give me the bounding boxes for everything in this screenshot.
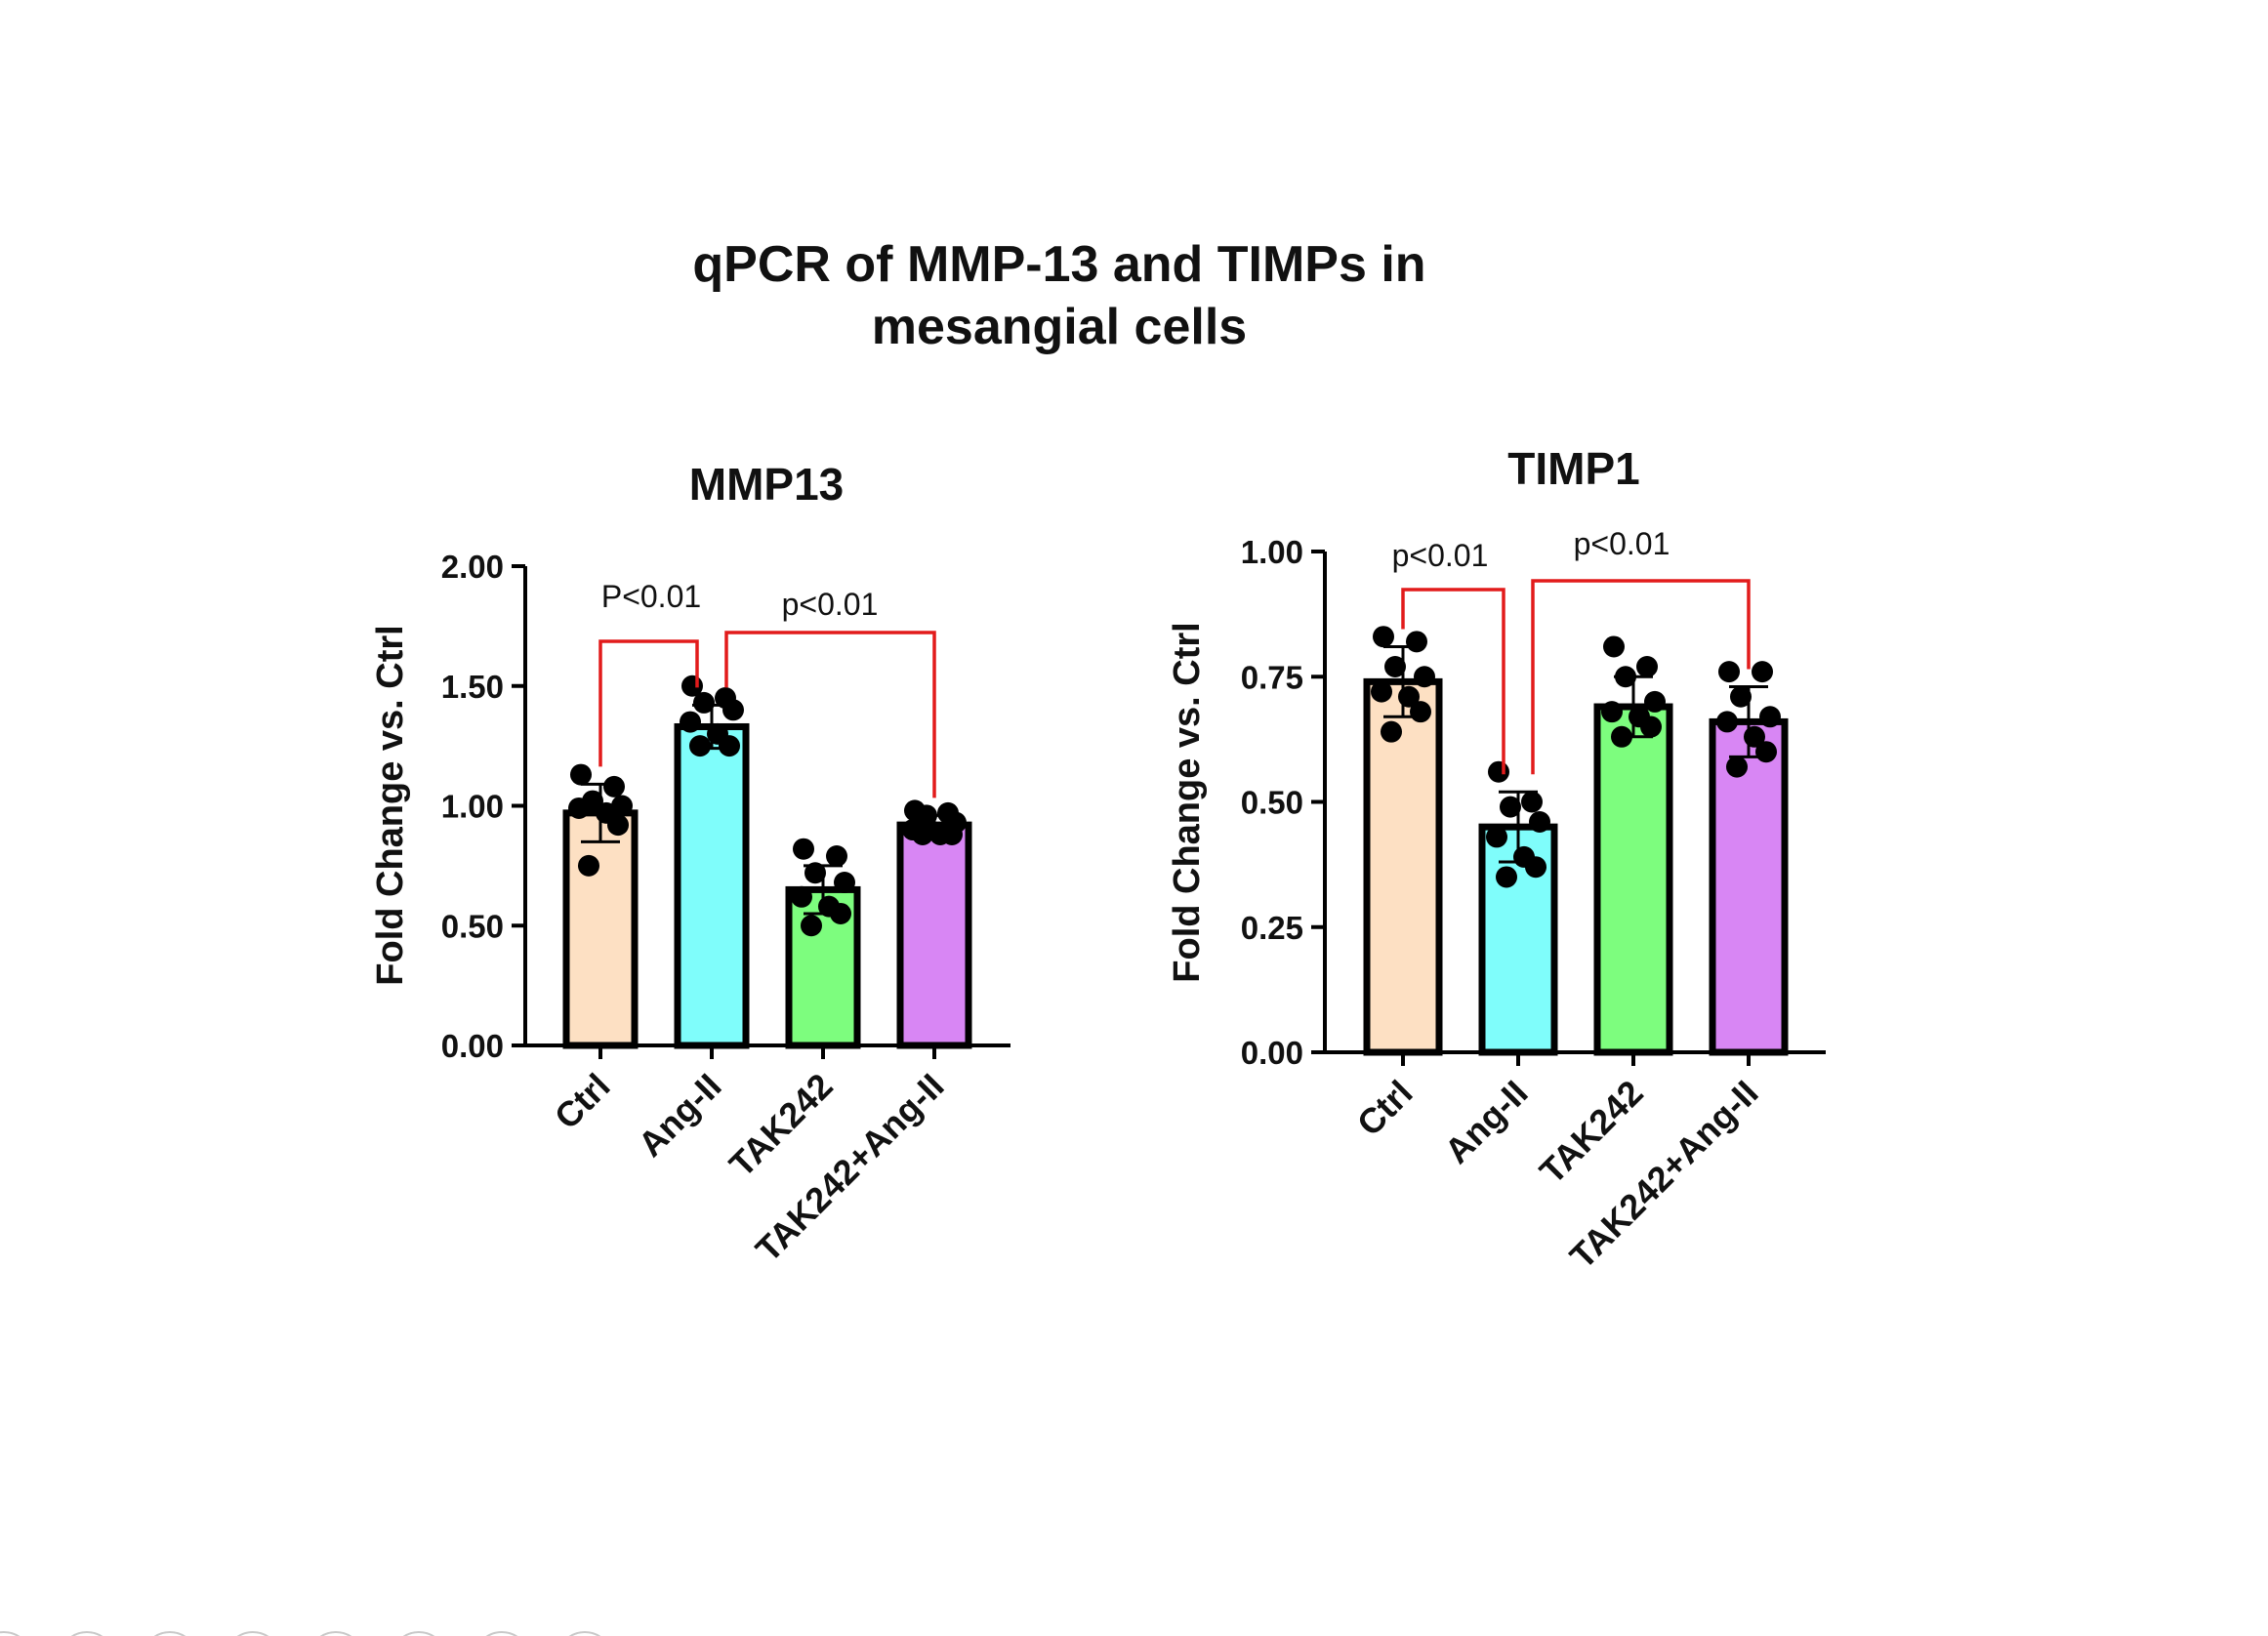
data-point [916,804,937,827]
y-axis-label: Fold Change vs. Ctrl [1167,622,1208,982]
figure-title-line-1: qPCR of MMP-13 and TIMPs in [692,236,1425,293]
nav-dot [402,1631,435,1636]
panel-title: TIMP1 [1507,443,1639,494]
data-point [1601,701,1623,723]
y-tick-label: 0.00 [441,1028,504,1064]
panel-title: MMP13 [689,459,844,510]
bar-ctrl [1363,677,1443,1056]
nav-dot [485,1631,518,1636]
data-point [689,735,711,757]
data-point [1381,720,1402,743]
data-point [607,814,629,837]
data-point [1500,796,1521,818]
data-point [578,854,599,877]
nav-dot [153,1631,186,1636]
data-point [1488,760,1509,783]
data-point [693,691,715,714]
significance-label: p<0.01 [782,587,879,622]
data-point [1496,866,1517,888]
data-point [1755,741,1777,763]
data-point [1414,666,1435,688]
data-point [1718,661,1740,683]
data-point [1373,626,1394,648]
data-point [722,699,744,721]
data-point [568,797,590,819]
data-point [680,711,701,733]
bar-ctrl [562,809,639,1049]
data-point [1521,791,1543,813]
data-point [1529,811,1550,834]
data-point [1406,631,1427,653]
significance-label: P<0.01 [601,579,701,614]
data-point [826,845,847,868]
data-point [1410,701,1431,723]
data-point [1636,655,1658,677]
significance-bracket [724,631,936,798]
x-tick-label: Ang-II [1437,1073,1536,1171]
figure-title-line-2: mesangial cells [872,299,1247,355]
bar-tak242-ang-ii [1709,717,1789,1056]
data-point [719,735,740,757]
data-point [1759,706,1781,728]
data-point [1486,826,1507,848]
data-point [1611,725,1632,748]
data-point [1716,711,1738,733]
data-point [801,915,822,937]
data-point [1603,635,1625,658]
y-tick-label: 0.75 [1241,659,1303,695]
data-point [1752,661,1773,683]
data-point [1525,856,1546,879]
data-point [793,838,814,860]
x-tick-label: Ctrl [547,1066,618,1137]
data-point [1384,655,1406,677]
significance-label: p<0.01 [1574,526,1670,561]
slide-navigation-dots [0,1631,601,1636]
chart-panel-mmp13: MMP13 Fold Change vs. Ctrl 0.00 0.50 1.00 1.5… [370,459,1010,1270]
y-tick-label: 0.50 [441,908,504,944]
chart-panel-timp1: TIMP1 Fold Change vs. Ctrl 0.00 0.25 0.50 0.7… [1167,443,1826,1277]
y-tick-label: 1.00 [1241,534,1303,570]
x-tick-label: Ctrl [1349,1073,1421,1144]
x-tick-label: Ang-II [631,1066,729,1165]
bar-ang-ii [674,722,750,1049]
y-tick-label: 1.00 [441,789,504,825]
bar-tak242-ang-ii [896,821,972,1049]
data-point [791,885,812,908]
nav-dot [236,1631,269,1636]
significance-bracket [598,639,699,767]
data-point [1644,690,1666,713]
nav-dot [319,1631,352,1636]
data-point [1615,666,1636,688]
data-point [834,872,855,894]
x-tick-label: TAK242+Ang-II [748,1066,952,1270]
data-point [570,763,592,786]
data-point [912,823,933,845]
data-point [1398,685,1420,708]
data-point [804,862,826,884]
significance-bracket [1531,579,1751,775]
nav-dot [0,1631,21,1636]
y-tick-label: 0.00 [1241,1035,1303,1071]
data-point [1371,680,1392,703]
nav-dot [568,1631,601,1636]
y-tick-label: 2.00 [441,549,504,585]
data-point [1744,725,1765,748]
y-tick-label: 0.25 [1241,910,1303,946]
significance-bracket [1401,588,1505,775]
y-tick-label: 0.50 [1241,785,1303,821]
data-point [830,902,851,924]
y-axis-label: Fold Change vs. Ctrl [370,625,411,985]
data-point [1730,685,1752,708]
x-tick-label: TAK242 [1532,1073,1651,1192]
significance-label: p<0.01 [1392,538,1489,573]
data-point [1726,756,1748,778]
data-point [1640,716,1662,738]
nav-dot [70,1631,103,1636]
bar-tak242 [1593,703,1673,1056]
data-point [603,775,625,798]
y-tick-label: 1.50 [441,669,504,705]
data-point [941,823,963,845]
